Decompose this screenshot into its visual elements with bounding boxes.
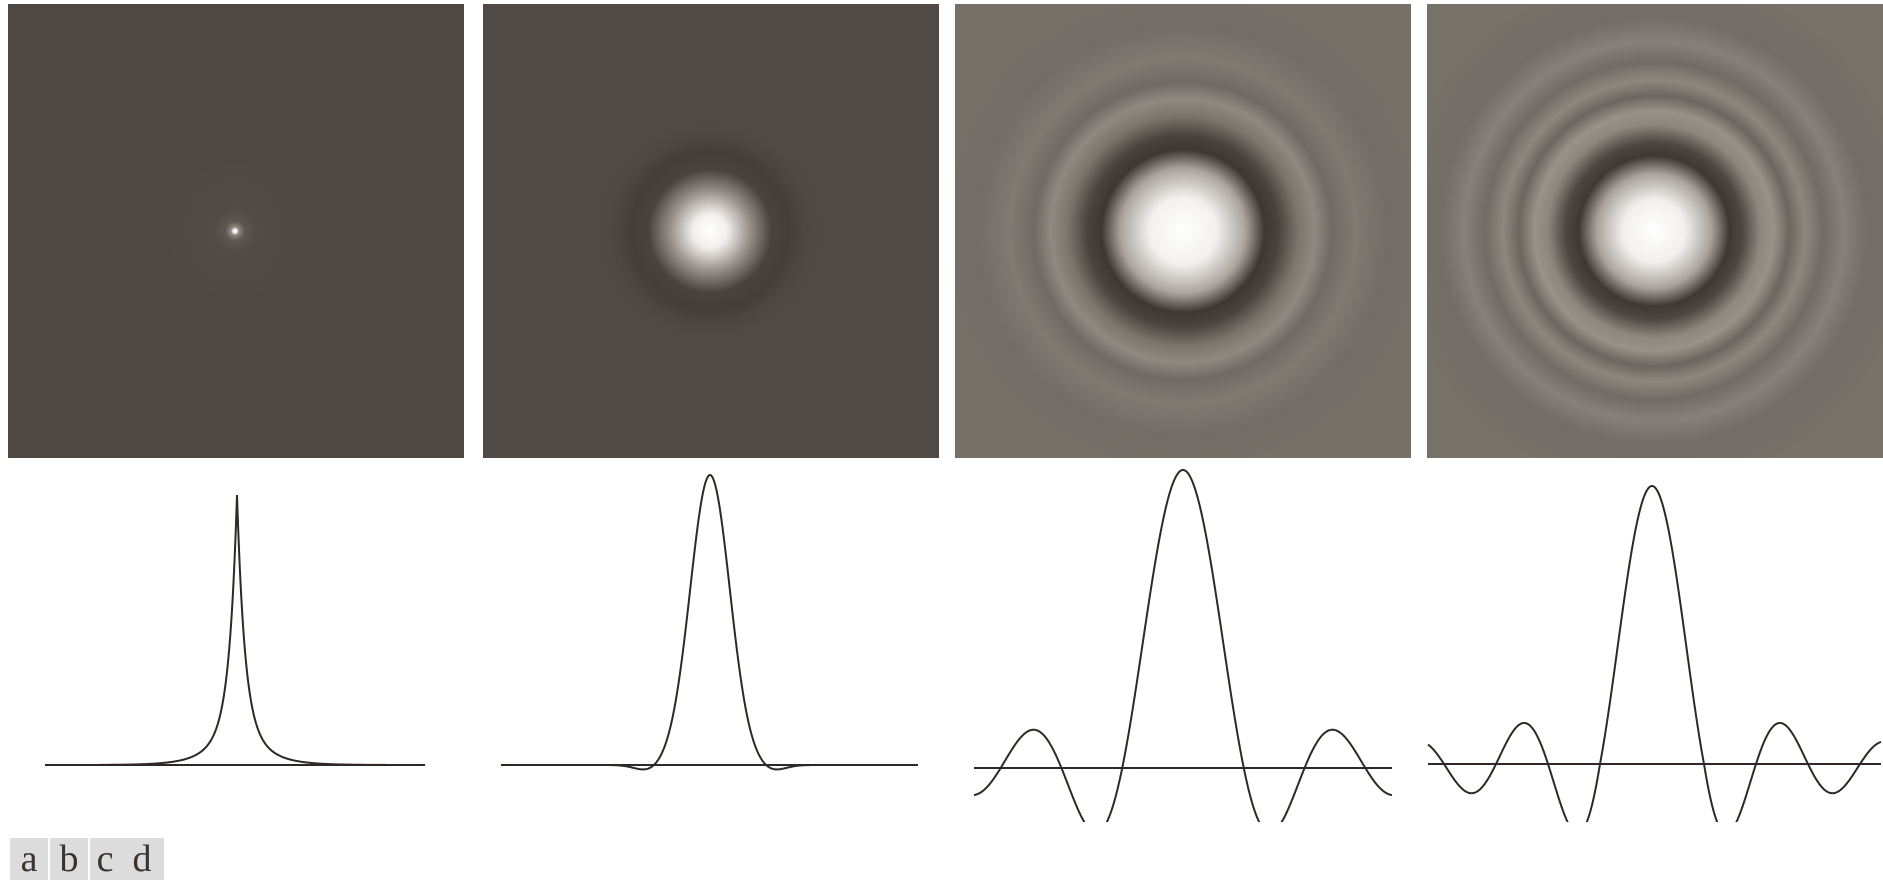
panel-d-image	[1427, 4, 1883, 458]
subfigure-labels: a b c d	[10, 838, 164, 880]
panel-a-profile	[45, 494, 425, 766]
panel-b-image	[483, 4, 939, 458]
panel-b-profile	[501, 473, 918, 771]
panel-d-profile	[1427, 484, 1882, 822]
label-c: c	[90, 838, 120, 880]
label-d: d	[120, 838, 164, 880]
panel-d-curve	[1427, 484, 1882, 822]
label-a: a	[10, 838, 48, 880]
label-b: b	[50, 838, 88, 880]
panel-c-image	[955, 4, 1411, 458]
panel-a-curve	[100, 494, 400, 766]
panel-c-profile	[973, 468, 1393, 822]
panel-b-curve	[598, 473, 818, 771]
panel-a-image	[8, 4, 464, 458]
panel-c-curve	[973, 468, 1393, 822]
